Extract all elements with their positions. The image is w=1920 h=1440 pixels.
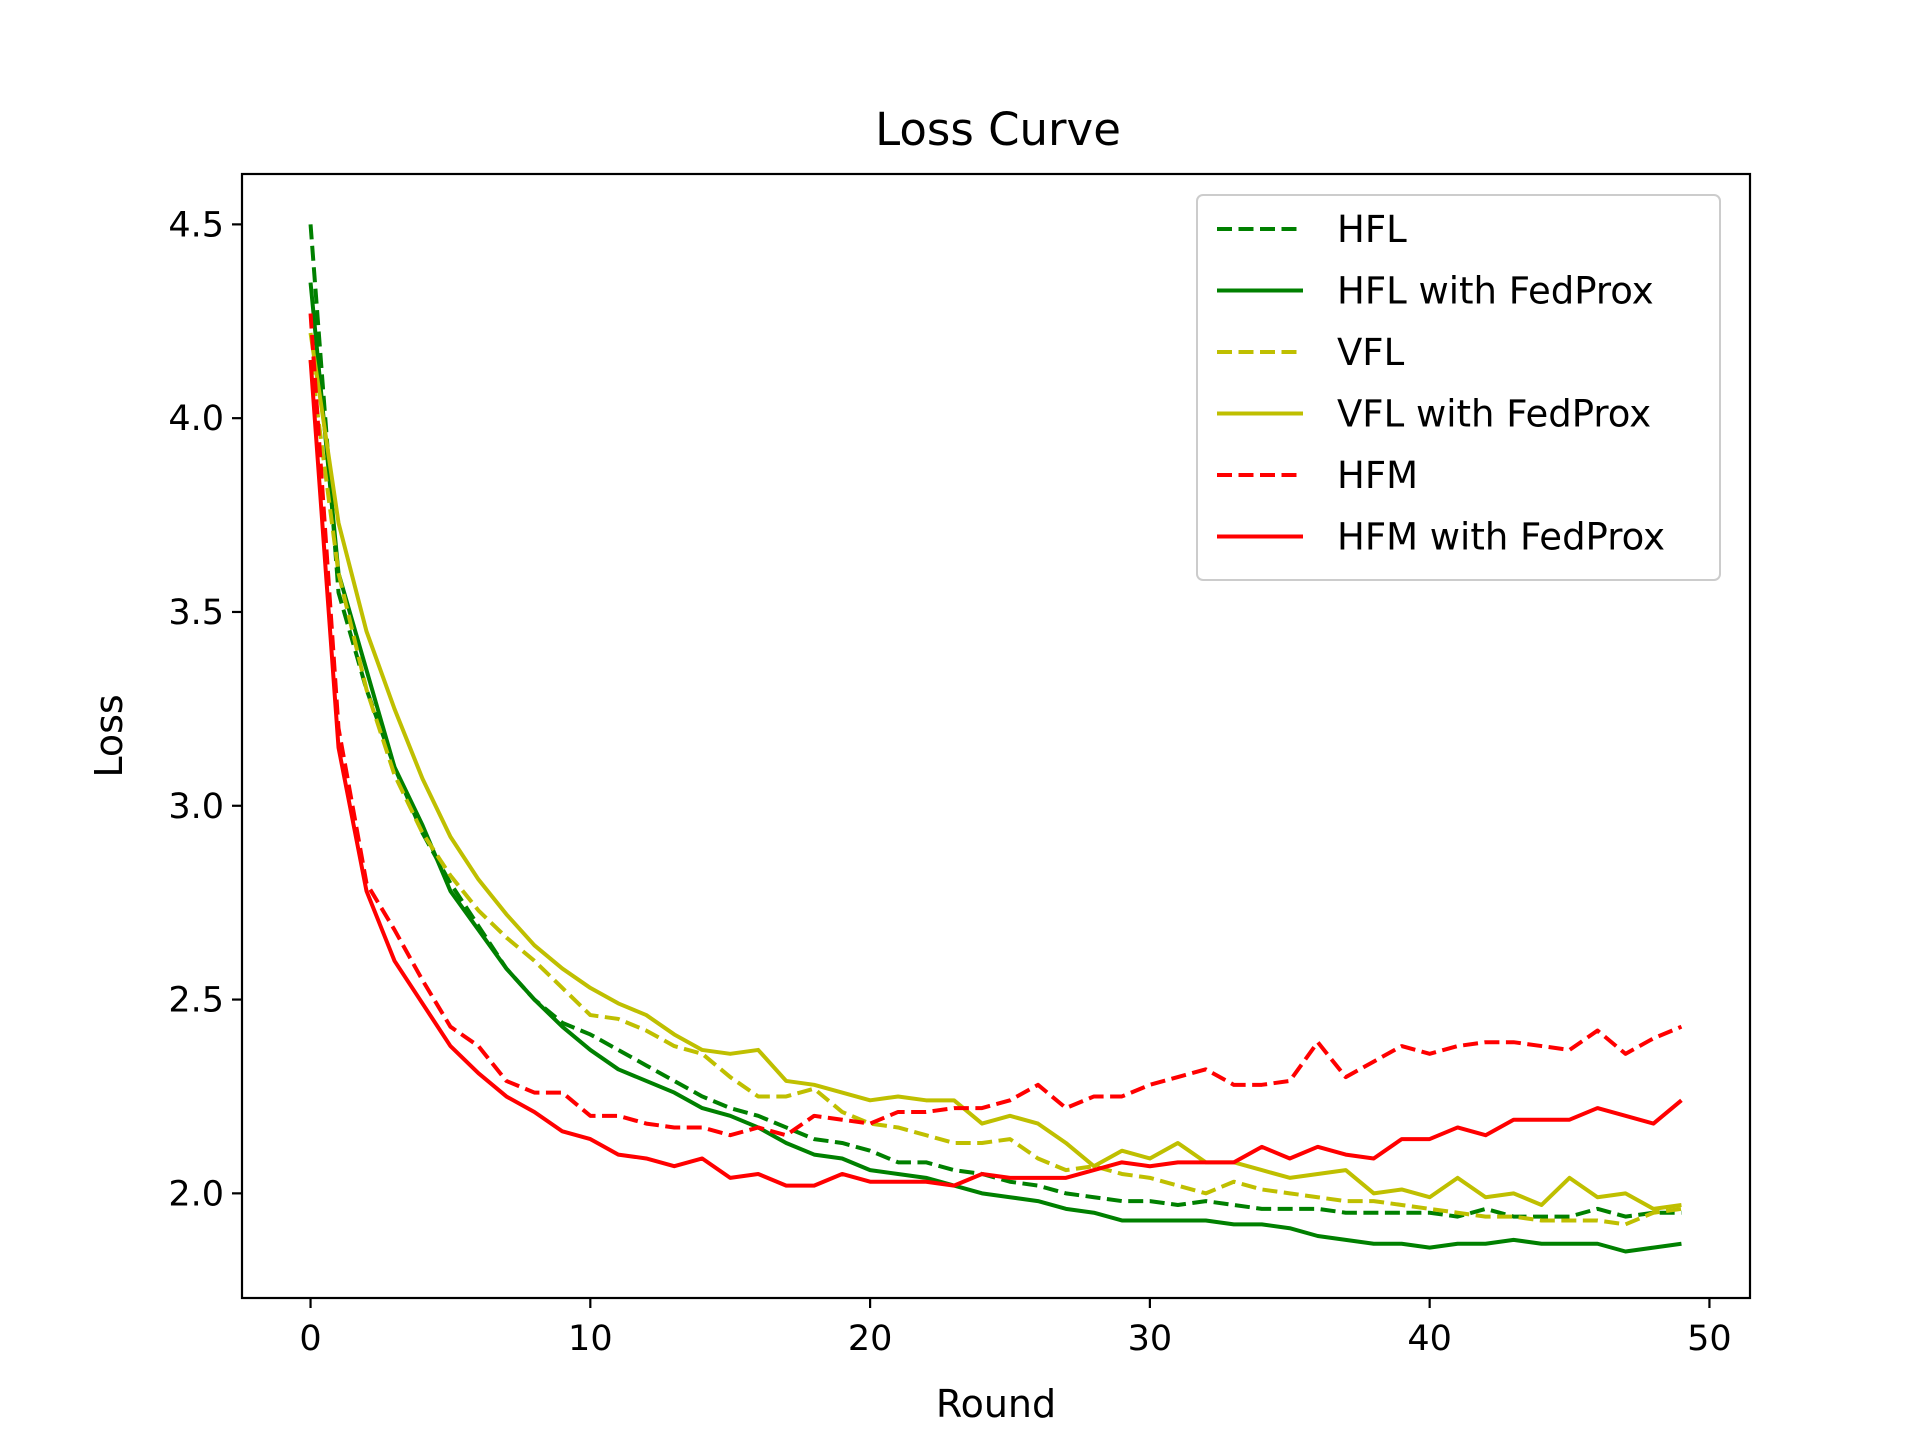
legend-label-hfl-with-fedprox: HFL with FedProx — [1337, 270, 1654, 313]
y-axis-ticks: 2.0 2.5 3.0 3.5 4.0 4.5 — [168, 205, 242, 1214]
legend-label-hfm-with-fedprox: HFM with FedProx — [1337, 516, 1665, 559]
x-tick-label: 50 — [1687, 1319, 1732, 1359]
y-axis-label: Loss — [87, 694, 131, 777]
series-line-hfl-with-fedprox — [308, 282, 1682, 1254]
series-lines — [308, 224, 1683, 1254]
y-tick-label: 2.5 — [168, 981, 224, 1021]
y-tick-label: 2.0 — [168, 1174, 224, 1214]
x-axis-label: Round — [936, 1382, 1056, 1426]
x-tick-label: 20 — [848, 1319, 893, 1359]
axes-frame — [240, 172, 1752, 1300]
legend-label-vfl-with-fedprox: VFL with FedProx — [1337, 393, 1651, 436]
y-tick-label: 3.5 — [168, 593, 224, 633]
y-tick-label: 3.0 — [168, 787, 224, 827]
x-tick-label: 10 — [568, 1319, 613, 1359]
chart-title: Loss Curve — [875, 103, 1121, 156]
legend-label-hfm: HFM — [1337, 454, 1418, 497]
legend-label-hfl: HFL — [1337, 208, 1407, 251]
series-line-vfl-with-fedprox — [308, 332, 1682, 1211]
y-tick-label: 4.5 — [168, 205, 224, 245]
legend-label-vfl: VFL — [1337, 331, 1405, 374]
series-line-hfm — [308, 313, 1683, 1138]
x-tick-label: 40 — [1407, 1319, 1452, 1359]
x-tick-label: 30 — [1128, 1319, 1173, 1359]
series-line-hfm-with-fedprox — [308, 359, 1683, 1188]
y-tick-label: 4.0 — [168, 399, 224, 439]
x-tick-label: 0 — [299, 1319, 321, 1359]
x-axis-ticks: 0 10 20 30 40 50 — [299, 1298, 1732, 1359]
legend: HFL HFL with FedProx VFL VFL with FedProx HF… — [1196, 194, 1721, 581]
legend-box — [1196, 194, 1721, 581]
